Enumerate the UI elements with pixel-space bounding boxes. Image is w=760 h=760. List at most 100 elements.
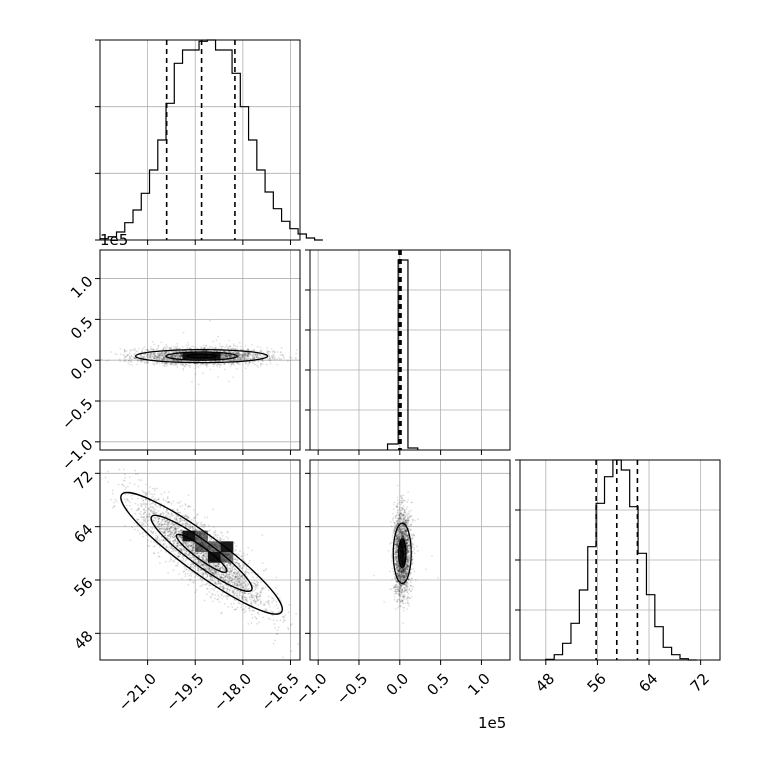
scatter21-point [180, 355, 183, 358]
scatter31-point [206, 576, 208, 578]
scatter31-point [143, 515, 146, 518]
scatter21-point [246, 354, 249, 356]
scatter31-point [201, 580, 203, 583]
scatter21-point [201, 360, 204, 363]
scatter21-point [235, 352, 238, 355]
scatter21-point [160, 354, 163, 357]
scatter31-point [261, 534, 264, 537]
scatter21-point [182, 367, 185, 370]
scatter21-point [221, 360, 224, 362]
scatter21-point [162, 357, 165, 360]
scatter31-point [166, 530, 169, 533]
scatter21-point [216, 363, 219, 366]
scatter21-point [152, 356, 155, 359]
scatter31-point [212, 579, 214, 582]
scatter21-point [236, 348, 239, 351]
scatter21-point [128, 359, 130, 362]
scatter21-point [170, 363, 172, 365]
scatter31-point [197, 561, 200, 563]
scatter21-point [229, 356, 231, 359]
scatter21-point [161, 362, 164, 365]
scatter31-point [178, 531, 181, 534]
scatter31-point [242, 552, 245, 555]
scatter21-point [224, 356, 227, 358]
scatter31-point [147, 529, 150, 531]
scatter31-point [245, 600, 248, 602]
scatter21-point [151, 352, 154, 355]
scatter31-point [191, 543, 194, 545]
scatter31-point [266, 602, 269, 605]
scatter31-point [181, 504, 184, 507]
scatter31-point [141, 516, 143, 519]
scatter31-point [168, 528, 171, 531]
scatter21-point [239, 353, 242, 356]
scatter21-point [171, 350, 174, 353]
scatter31-point [235, 580, 237, 583]
scatter21-point [220, 353, 223, 355]
scatter31-point [224, 587, 227, 590]
scatter31-point [208, 529, 211, 532]
scatter31-point [184, 525, 187, 528]
scatter21-point [163, 356, 166, 359]
scatter21-point [212, 363, 215, 366]
scatter31-point [220, 567, 222, 570]
scatter21-point [153, 354, 156, 357]
scatter21-point [236, 353, 239, 356]
scatter31-point [238, 579, 240, 582]
scatter21-point [221, 353, 224, 356]
scatter31-point [131, 508, 133, 511]
scatter21-point [189, 360, 192, 363]
scatter31-point [177, 555, 180, 558]
scatter21-point [143, 355, 146, 358]
scatter31-point [166, 501, 169, 504]
scatter21-point [272, 350, 275, 353]
scatter31-point [230, 570, 232, 572]
scatter31-point [244, 582, 246, 585]
scatter21-point [256, 353, 259, 356]
scatter21-point [184, 363, 186, 365]
scatter31-point [160, 535, 163, 538]
scatter31-point [241, 595, 244, 598]
scatter31-point [147, 519, 150, 521]
scatter21-point [225, 344, 228, 346]
scatter31-point [256, 599, 259, 602]
scatter31-point [250, 603, 252, 605]
scatter21-point [214, 346, 216, 349]
scatter31-point [220, 575, 223, 578]
scatter31-point [187, 544, 190, 547]
scatter31-point [133, 522, 136, 524]
scatter31-point [238, 573, 241, 576]
scatter31-point [186, 523, 189, 526]
scatter21-point [206, 363, 208, 366]
scatter31-point [238, 564, 241, 567]
scatter21-point [230, 354, 233, 357]
scatter31-point [209, 567, 212, 569]
scatter31-point [146, 520, 149, 522]
scatter31-point [212, 531, 215, 534]
scatter21-point [178, 355, 181, 358]
scatter31-point [167, 522, 169, 525]
scatter21-point [244, 362, 247, 365]
scatter21-point [204, 363, 207, 365]
scatter31-point [261, 588, 263, 590]
scatter31-point [184, 515, 186, 518]
scatter21-point [237, 354, 240, 357]
scatter21-point [247, 353, 250, 355]
scatter21-point [229, 354, 232, 357]
scatter21-point [247, 352, 250, 355]
scatter21-point [146, 353, 149, 356]
scatter31-point [164, 551, 167, 553]
scatter31-point [243, 581, 246, 584]
scatter31-point [162, 498, 165, 500]
scatter21-point [267, 353, 270, 356]
scatter31-point [190, 566, 192, 569]
scatter31-point [168, 537, 171, 540]
scatter21-point [224, 346, 227, 349]
scatter21-point [133, 349, 136, 352]
scatter21-point [123, 348, 126, 351]
scatter21-point [268, 357, 271, 360]
scatter31-point [236, 594, 239, 596]
scatter21-point [271, 354, 274, 357]
scatter31-point [144, 504, 147, 507]
